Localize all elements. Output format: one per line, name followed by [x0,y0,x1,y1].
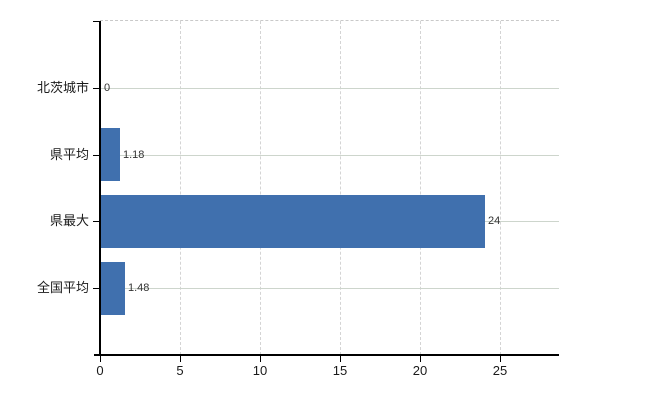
h-gridline [100,88,559,89]
x-axis-line [94,354,559,356]
plot-top-border [100,20,559,21]
x-axis-tick [180,356,181,362]
v-gridline [259,21,261,355]
x-tick-label: 20 [412,363,428,378]
x-tick-label: 10 [252,363,268,378]
bar-value-label: 24 [488,215,501,227]
x-tick-label: 15 [332,363,348,378]
y-axis-tick [93,88,100,89]
v-gridline [499,21,501,355]
h-gridline [100,155,559,156]
bar [101,128,120,181]
x-tick-label: 5 [176,363,184,378]
y-axis-tick [93,221,100,222]
category-label: 県平均 [49,147,89,162]
x-axis-tick [100,356,101,362]
y-axis-tick [93,155,100,156]
category-label: 北茨城市 [36,80,89,95]
y-axis-line [99,21,101,356]
v-gridline [419,21,421,355]
v-gridline [339,21,341,355]
x-tick-label: 0 [96,363,104,378]
x-axis-tick [420,356,421,362]
y-axis-tick [93,21,100,22]
bar [101,195,485,248]
bar-value-label: 1.18 [123,149,145,161]
x-axis-tick [500,356,501,362]
x-axis-tick [340,356,341,362]
x-axis-tick [260,356,261,362]
category-label: 県最大 [49,213,89,228]
bar [101,262,125,315]
category-label: 全国平均 [36,280,89,295]
v-gridline [179,21,181,355]
x-tick-label: 25 [492,363,508,378]
bar-value-label: 1.48 [128,282,150,294]
bar-value-label: 0 [104,82,111,94]
h-gridline [100,288,559,289]
y-axis-tick [93,288,100,289]
